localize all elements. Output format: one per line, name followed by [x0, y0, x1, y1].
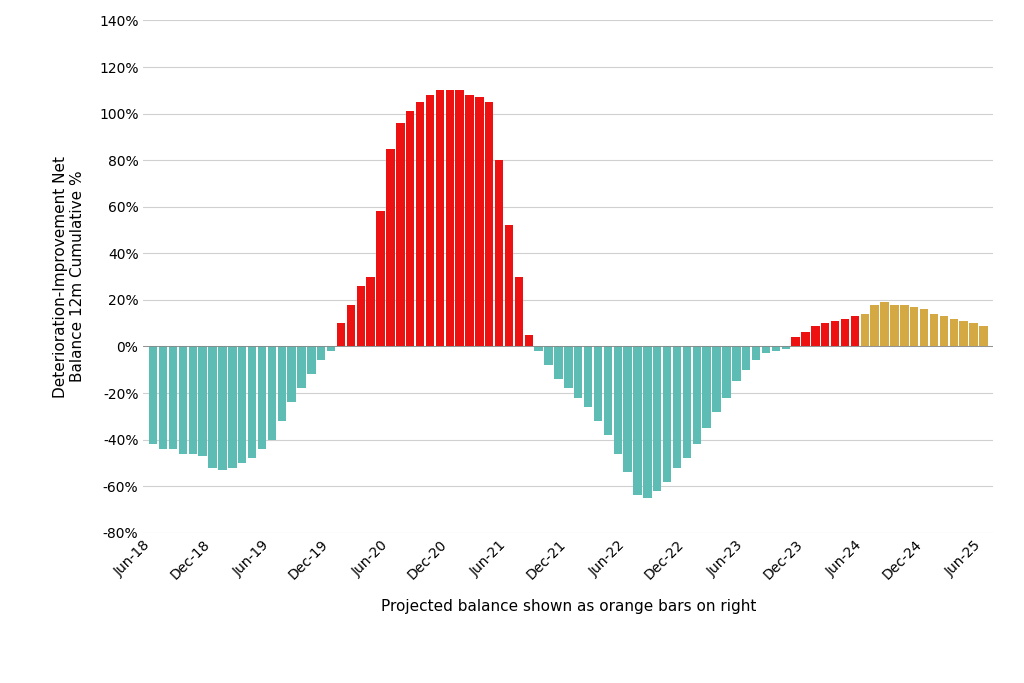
Bar: [367, 277, 375, 346]
Bar: [258, 346, 266, 449]
Bar: [416, 102, 424, 346]
Bar: [830, 321, 840, 346]
Bar: [613, 346, 622, 454]
Bar: [337, 323, 345, 346]
Bar: [545, 346, 553, 365]
Bar: [762, 346, 770, 354]
Bar: [722, 346, 731, 398]
Bar: [900, 305, 908, 346]
Bar: [959, 321, 968, 346]
Bar: [435, 90, 444, 346]
Bar: [465, 95, 474, 346]
Bar: [179, 346, 187, 454]
Bar: [772, 346, 780, 351]
Bar: [792, 337, 800, 346]
Bar: [692, 346, 701, 444]
Bar: [218, 346, 226, 470]
Bar: [228, 346, 237, 468]
Bar: [169, 346, 177, 449]
Bar: [356, 286, 365, 346]
Bar: [702, 346, 711, 428]
Bar: [574, 346, 583, 398]
Bar: [979, 326, 987, 346]
Bar: [505, 225, 513, 346]
Bar: [752, 346, 760, 361]
Bar: [821, 323, 829, 346]
Bar: [564, 346, 572, 389]
Bar: [890, 305, 899, 346]
Bar: [288, 346, 296, 402]
X-axis label: Projected balance shown as orange bars on right: Projected balance shown as orange bars o…: [381, 599, 756, 614]
Bar: [643, 346, 651, 498]
Bar: [802, 333, 810, 346]
Bar: [860, 314, 869, 346]
Bar: [278, 346, 286, 421]
Bar: [851, 316, 859, 346]
Bar: [535, 346, 543, 351]
Bar: [347, 305, 355, 346]
Bar: [683, 346, 691, 458]
Bar: [713, 346, 721, 412]
Bar: [949, 318, 957, 346]
Bar: [297, 346, 306, 389]
Bar: [406, 111, 415, 346]
Bar: [327, 346, 335, 351]
Bar: [584, 346, 592, 407]
Bar: [208, 346, 217, 468]
Bar: [150, 346, 158, 444]
Bar: [742, 346, 751, 370]
Bar: [870, 305, 879, 346]
Bar: [663, 346, 672, 482]
Bar: [515, 277, 523, 346]
Bar: [910, 307, 919, 346]
Bar: [594, 346, 602, 421]
Bar: [317, 346, 326, 361]
Bar: [248, 346, 256, 458]
Bar: [159, 346, 167, 449]
Bar: [653, 346, 662, 491]
Bar: [396, 123, 404, 346]
Bar: [881, 302, 889, 346]
Bar: [940, 316, 948, 346]
Bar: [238, 346, 247, 463]
Bar: [673, 346, 681, 468]
Bar: [732, 346, 740, 381]
Bar: [554, 346, 562, 379]
Bar: [426, 95, 434, 346]
Bar: [377, 212, 385, 346]
Bar: [970, 323, 978, 346]
Bar: [307, 346, 315, 374]
Bar: [811, 326, 819, 346]
Bar: [920, 309, 929, 346]
Bar: [445, 90, 454, 346]
Bar: [456, 90, 464, 346]
Bar: [386, 149, 394, 346]
Bar: [604, 346, 612, 435]
Bar: [841, 318, 849, 346]
Bar: [199, 346, 207, 456]
Y-axis label: Deterioration-Improvement Net
Balance 12m Cumulative %: Deterioration-Improvement Net Balance 12…: [52, 156, 85, 398]
Bar: [930, 314, 938, 346]
Bar: [485, 102, 494, 346]
Bar: [624, 346, 632, 472]
Bar: [475, 97, 483, 346]
Bar: [495, 161, 504, 346]
Bar: [524, 335, 532, 346]
Bar: [188, 346, 197, 454]
Bar: [633, 346, 642, 495]
Bar: [267, 346, 276, 440]
Bar: [781, 346, 790, 349]
